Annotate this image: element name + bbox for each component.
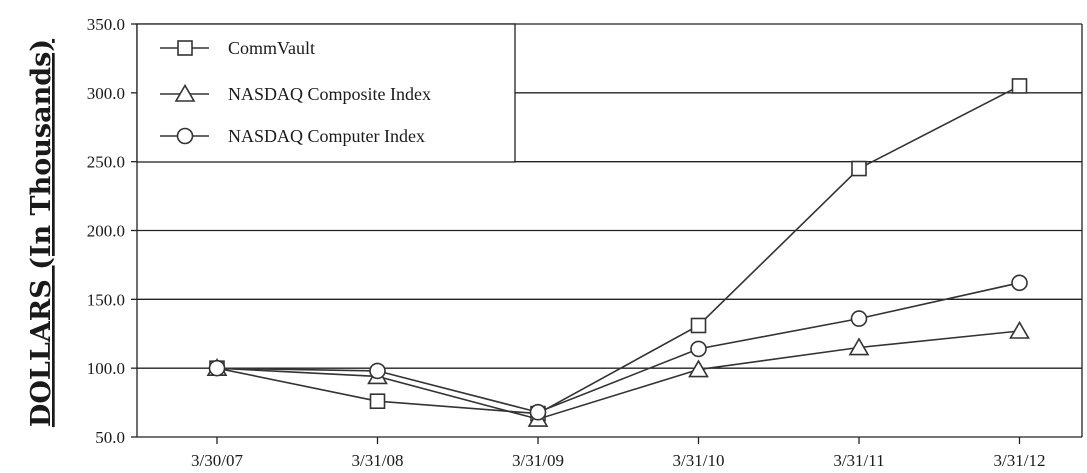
data-point-triangle [848, 337, 870, 356]
data-point-square [1011, 78, 1028, 94]
y-tick-label: 150.0 [87, 290, 125, 309]
data-point-circle [850, 310, 868, 327]
x-tick-label: 3/31/10 [673, 451, 725, 470]
series-line [216, 330, 1020, 420]
series-line [216, 85, 1020, 415]
legend-marker-circle [176, 127, 194, 145]
data-point-circle [369, 362, 386, 380]
legend-marker-square [177, 40, 193, 56]
legend-label: NASDAQ Composite Index [228, 84, 431, 104]
data-point-triangle [1009, 320, 1030, 339]
series-circle [208, 274, 1028, 421]
data-point-circle [690, 340, 707, 358]
series-line [216, 282, 1020, 414]
y-tick-label: 300.0 [87, 84, 125, 103]
legend-marker-triangle [174, 83, 196, 102]
data-point-circle [529, 403, 547, 421]
data-point-square [690, 317, 707, 334]
y-tick-label: 100.0 [87, 359, 125, 378]
y-tick-label: 200.0 [87, 222, 125, 241]
data-point-square [369, 393, 386, 410]
series-triangle [206, 320, 1030, 427]
x-tick-label: 3/30/07 [191, 451, 243, 470]
y-tick-label: 50.0 [95, 428, 125, 447]
data-point-circle [208, 359, 226, 377]
legend-label: NASDAQ Computer Index [228, 126, 425, 146]
x-tick-label: 3/31/11 [833, 451, 884, 470]
data-point-circle [1011, 274, 1028, 292]
series-group [206, 78, 1030, 427]
x-tick-label: 3/31/12 [994, 451, 1046, 470]
legend-box [136, 23, 516, 163]
data-point-square [851, 160, 867, 177]
legend: CommVault NASDAQ Composite Index NASDAQ Co… [136, 23, 516, 163]
x-axis-ticks: 3/30/07 3/31/08 3/31/09 3/31/10 3/31/11 3/31/… [191, 437, 1045, 470]
y-axis-title: DOLLARS (In Thousands) [26, 39, 57, 427]
y-tick-label: 250.0 [87, 153, 125, 172]
y-tick-label: 350.0 [87, 15, 125, 34]
legend-label: CommVault [228, 38, 315, 58]
x-tick-label: 3/31/08 [352, 451, 404, 470]
x-tick-label: 3/31/09 [512, 451, 564, 470]
y-axis-ticks: 50.0 100.0 150.0 200.0 250.0 300.0 350.0 [87, 15, 137, 447]
data-point-triangle [688, 359, 709, 378]
